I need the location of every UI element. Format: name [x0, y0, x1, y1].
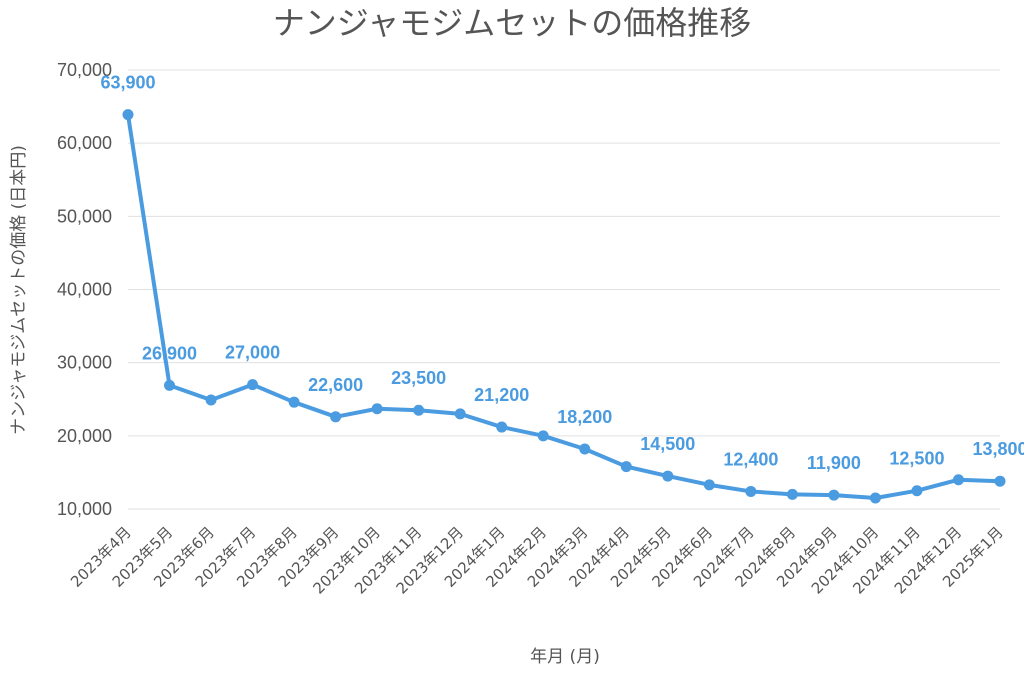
data-point [662, 470, 674, 482]
data-point [828, 489, 840, 501]
data-point [537, 430, 549, 442]
chart-title: ナンジャモジムセットの価格推移 [273, 4, 751, 42]
y-tick-label: 40,000 [57, 280, 112, 300]
data-point [703, 479, 715, 491]
data-point [994, 475, 1006, 487]
data-point [911, 485, 923, 497]
data-points [122, 109, 1006, 504]
series-line [126, 112, 1002, 501]
data-labels: 63,900 26,900 27,000 22,600 23,500 21,200 18,2… [100, 73, 1024, 473]
y-tick-label: 10,000 [57, 499, 112, 519]
data-label: 11,900 [807, 453, 861, 473]
y-tick-label: 70,000 [57, 60, 112, 80]
data-point [579, 443, 591, 455]
data-point [330, 411, 342, 423]
data-point [205, 394, 217, 406]
data-point [496, 421, 508, 433]
data-point [413, 404, 425, 416]
data-point [247, 379, 259, 391]
data-label: 27,000 [225, 343, 280, 363]
data-label: 23,500 [391, 368, 446, 388]
y-axis-ticks: 10,000 20,000 30,000 40,000 50,000 60,000 70,0… [57, 60, 112, 519]
data-label: 12,400 [723, 449, 778, 469]
y-axis-title: ナンジャモジムセットの価格 (日本円) [9, 145, 29, 435]
x-axis-ticks: 2023年4月2023年5月2023年6月2023年7月2023年8月2023年… [67, 523, 1007, 597]
data-point [122, 109, 134, 121]
data-label: 22,600 [308, 375, 363, 395]
data-point [288, 396, 300, 408]
data-point [371, 403, 383, 415]
y-tick-label: 50,000 [57, 206, 112, 226]
gridlines [128, 69, 1000, 510]
y-tick-label: 60,000 [57, 133, 112, 153]
data-point [786, 488, 798, 500]
data-label: 12,500 [889, 449, 944, 469]
data-point [745, 485, 757, 497]
data-label: 14,500 [640, 434, 695, 454]
data-point [620, 461, 632, 473]
data-point [164, 379, 176, 391]
series-line-layer [126, 112, 1002, 501]
data-label: 18,200 [557, 407, 612, 427]
data-point [952, 474, 964, 486]
data-label: 26,900 [142, 343, 197, 363]
data-label: 63,900 [100, 73, 155, 93]
y-tick-label: 20,000 [57, 426, 112, 446]
data-label: 13,800 [972, 439, 1024, 459]
data-point [454, 408, 466, 420]
y-tick-label: 30,000 [57, 353, 112, 373]
data-point [869, 492, 881, 504]
data-label: 21,200 [474, 385, 529, 405]
x-axis-title: 年月 (月) [530, 647, 600, 667]
